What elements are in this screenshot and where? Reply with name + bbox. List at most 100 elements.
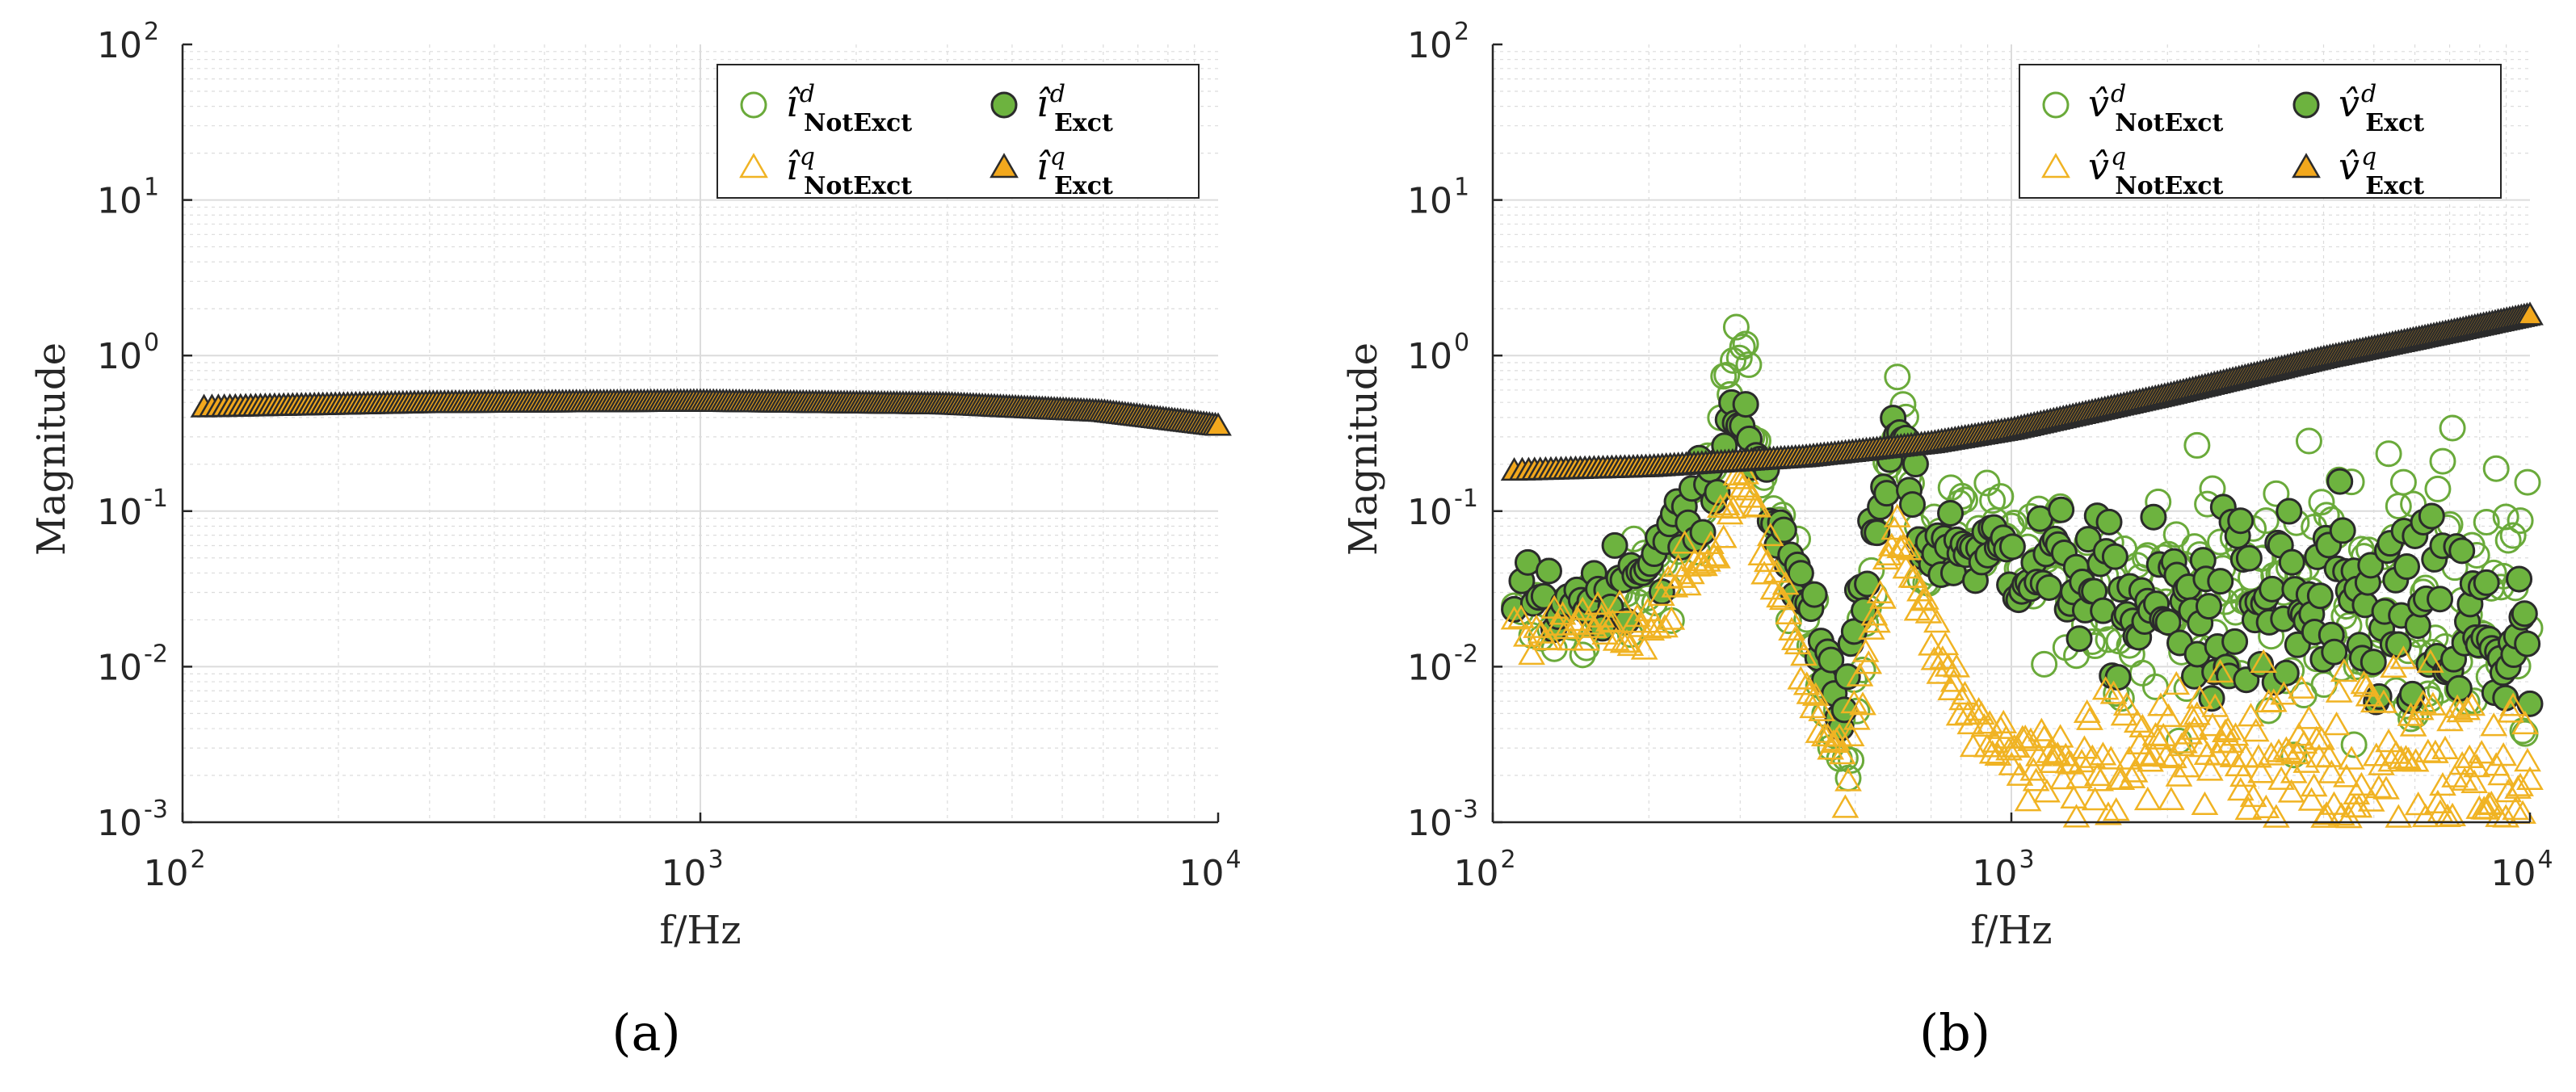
data-point-v_q_NotExct	[2049, 766, 2077, 790]
legend-marker-triangle-filled	[2292, 153, 2321, 178]
data-point-v_q_NotExct	[1851, 638, 1880, 662]
data-point-v_q_NotExct	[1658, 606, 1686, 630]
data-point-v_q_NotExct	[1518, 640, 1545, 666]
data-point-v_q_NotExct	[1507, 604, 1535, 628]
data-point-v_d_Exct	[2448, 537, 2476, 565]
legend-box	[716, 64, 1200, 199]
legend-label: îd NotExct	[786, 80, 912, 137]
data-point-v_q_NotExct	[2022, 767, 2050, 792]
data-point-v_q_NotExct	[2006, 762, 2034, 786]
data-point-v_d_Exct	[2065, 625, 2093, 653]
data-point-v_q_NotExct	[2446, 698, 2473, 723]
data-point-v_q_NotExct	[1613, 628, 1641, 653]
data-point-v_q_NotExct	[2157, 786, 2185, 810]
data-point-v_q_NotExct	[1697, 530, 1725, 555]
data-point-v_q_NotExct	[2076, 706, 2103, 730]
data-point-v_q_NotExct	[1561, 611, 1589, 636]
data-point-v_q_NotExct	[2057, 750, 2085, 775]
data-point-v_q_NotExct	[2345, 794, 2373, 818]
data-point-v_d_NotExct	[2375, 440, 2402, 468]
data-point-v_q_NotExct	[2175, 720, 2204, 745]
data-point-v_q_NotExct	[2107, 766, 2136, 791]
data-point-v_q_NotExct	[2131, 742, 2159, 767]
data-point-v_q_NotExct	[1860, 602, 1889, 626]
data-point-v_q_NotExct	[2419, 691, 2447, 716]
data-point-v_q_NotExct	[2399, 712, 2427, 737]
data-point-v_q_NotExct	[2389, 645, 2418, 670]
data-point-v_q_NotExct	[2070, 735, 2099, 759]
legend-marker-circle-open	[2042, 91, 2070, 119]
data-point-v_q_NotExct	[2180, 716, 2208, 740]
data-point-v_d_NotExct	[1732, 330, 1759, 358]
data-point-v_q_NotExct	[2102, 796, 2130, 821]
data-point-v_d_NotExct	[2389, 468, 2417, 496]
data-point-v_q_NotExct	[1766, 583, 1793, 608]
data-point-v_q_NotExct	[2355, 682, 2383, 707]
data-point-v_d_Exct	[2329, 517, 2356, 544]
data-point-v_q_NotExct	[2394, 746, 2423, 771]
data-point-v_d_NotExct	[1838, 746, 1865, 774]
data-point-v_d_Exct	[2427, 586, 2454, 613]
series-v_d_Exct	[1501, 388, 2544, 741]
data-point-v_d_NotExct	[2095, 626, 2122, 653]
data-point-v_q_NotExct	[1843, 706, 1871, 730]
data-point-v_q_NotExct	[2199, 712, 2226, 737]
data-point-v_q_NotExct	[1828, 741, 1856, 765]
data-point-v_q_NotExct	[2226, 777, 2255, 801]
data-point-v_q_NotExct	[1799, 694, 1826, 719]
x-tick-label: 102	[1453, 846, 1515, 894]
y-tick-label: 102	[97, 18, 159, 66]
data-point-v_q_NotExct	[1819, 729, 1847, 754]
data-point-v_d_NotExct	[1573, 634, 1600, 662]
data-point-v_q_NotExct	[2078, 744, 2107, 768]
data-point-v_q_NotExct	[1920, 646, 1948, 670]
data-point-v_q_NotExct	[2375, 729, 2402, 753]
x-tick-label: 104	[2490, 846, 2553, 894]
data-point-v_q_NotExct	[2237, 703, 2265, 727]
data-point-v_q_NotExct	[2123, 708, 2151, 733]
data-point-v_d_NotExct	[1725, 344, 1753, 372]
data-point-v_d_NotExct	[2473, 508, 2500, 536]
data-point-v_q_NotExct	[2322, 711, 2351, 736]
y-tick-label: 10-1	[1407, 485, 1478, 533]
data-point-v_q_NotExct	[1634, 597, 1662, 622]
y-tick-label: 10-2	[97, 640, 168, 688]
data-point-v_q_NotExct	[2277, 779, 2305, 803]
data-point-v_d_NotExct	[1713, 361, 1741, 388]
data-point-v_q_NotExct	[2492, 804, 2520, 828]
data-point-v_d_Exct	[1535, 557, 1562, 585]
data-point-v_q_NotExct	[2463, 754, 2491, 778]
data-point-v_q_NotExct	[1651, 614, 1679, 638]
data-point-v_d_Exct	[2445, 674, 2473, 702]
data-point-v_q_NotExct	[2065, 764, 2093, 788]
data-point-v_q_NotExct	[2468, 740, 2496, 764]
data-point-v_d_Exct	[2195, 593, 2222, 620]
data-point-v_q_NotExct	[2297, 787, 2326, 811]
legend-label: v̂q Exct	[2339, 143, 2424, 200]
legend-label: v̂d NotExct	[2088, 80, 2224, 137]
data-point-v_d_NotExct	[2162, 521, 2190, 548]
legend-marker-circle-filled	[990, 91, 1018, 119]
data-point-v_d_Exct	[2473, 569, 2500, 596]
data-point-v_q_NotExct	[2370, 689, 2397, 713]
data-point-v_q_NotExct	[2487, 762, 2515, 786]
data-point-v_q_NotExct	[2460, 769, 2489, 793]
data-point-v_d_NotExct	[2263, 480, 2290, 507]
data-point-v_d_Exct	[2393, 553, 2421, 581]
data-point-v_q_NotExct	[1931, 631, 1960, 656]
y-tick-label: 101	[97, 174, 159, 222]
data-point-v_d_NotExct	[2031, 650, 2058, 678]
data-point-v_q_NotExct	[2300, 773, 2328, 797]
legend-marker-triangle-filled	[990, 153, 1019, 178]
data-point-v_d_Exct	[2259, 575, 2286, 603]
y-tick-label: 101	[1407, 174, 1469, 222]
data-point-v_q_NotExct	[2458, 691, 2486, 716]
data-point-v_q_NotExct	[2091, 676, 2120, 700]
data-point-v_d_NotExct	[2429, 447, 2456, 475]
data-point-v_q_NotExct	[1864, 609, 1891, 633]
data-point-v_q_NotExct	[2086, 767, 2115, 792]
data-point-v_d_NotExct	[1951, 486, 1978, 514]
data-point-v_q_NotExct	[1500, 606, 1528, 630]
data-point-v_q_NotExct	[2397, 702, 2425, 726]
data-point-v_q_NotExct	[2206, 658, 2234, 683]
